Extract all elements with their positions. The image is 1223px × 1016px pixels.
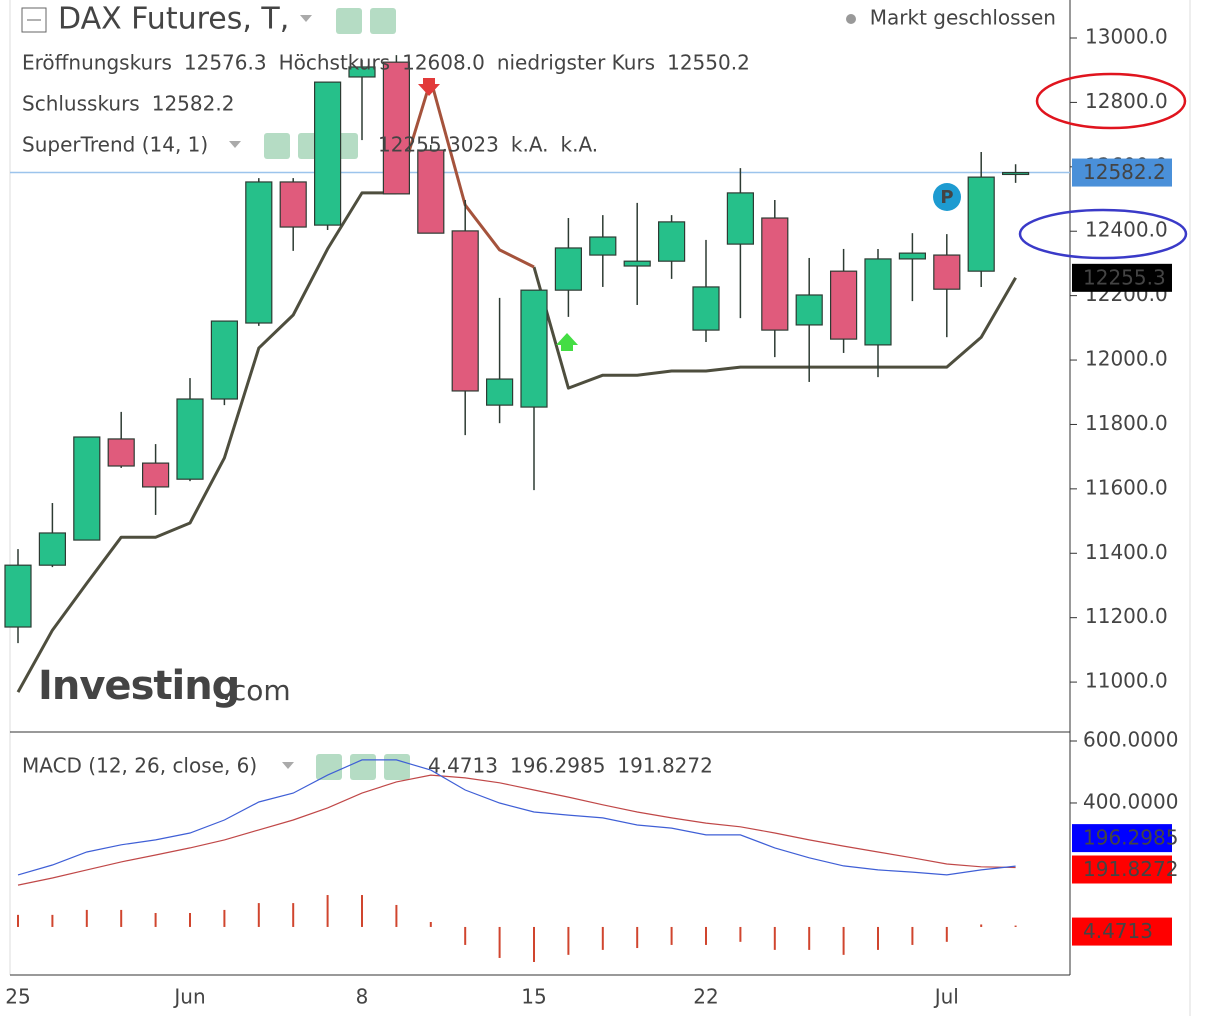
candle-body [245, 181, 273, 324]
x-tick-label: Jun [172, 985, 205, 1009]
supertrend-line [16, 191, 1017, 693]
settings-button[interactable] [350, 754, 376, 780]
price-tag-label: 191.8272 [1083, 857, 1178, 881]
x-tick-label: 22 [693, 985, 718, 1009]
info-label: Schlusskurs [22, 92, 140, 116]
candle-body [73, 436, 101, 541]
dropdown[interactable] [300, 15, 312, 22]
price-tag [1072, 158, 1172, 187]
x-tick-label: 8 [356, 985, 369, 1009]
y-tick-label: 11000.0 [1085, 669, 1168, 693]
indicator-value: 12255.3023 [378, 133, 499, 157]
info-value: 12550.2 [667, 51, 750, 75]
highlight-ellipse [1018, 208, 1188, 260]
dropdown[interactable] [229, 141, 241, 148]
dropdown[interactable] [282, 762, 294, 769]
y-tick-label: 12800.0 [1085, 89, 1168, 113]
info-value: 12608.0 [402, 51, 485, 75]
candle-body [210, 320, 238, 400]
info-label: Höchstkurs [279, 51, 391, 75]
candle-body [142, 462, 170, 488]
eye-button[interactable] [264, 133, 290, 159]
watermark: Investing [38, 663, 239, 709]
price-tag [1072, 917, 1172, 946]
y-tick-label: 11600.0 [1085, 475, 1168, 499]
signal-value: 191.8272 [617, 754, 712, 778]
x-tick-label: 25 [5, 985, 30, 1009]
x-tick-label: 15 [521, 985, 546, 1009]
y-tick-label: 400.0000 [1083, 789, 1178, 813]
candle-body [692, 286, 720, 331]
candle-body [486, 378, 514, 406]
candle-body [933, 254, 961, 290]
candle-body [623, 260, 651, 267]
settings-button[interactable] [370, 8, 396, 34]
eye-button[interactable] [336, 8, 362, 34]
y-tick-label: 11200.0 [1085, 604, 1168, 628]
y-tick-label: 11400.0 [1085, 540, 1168, 564]
candle-body [520, 289, 548, 408]
y-tick-label: 600.0000 [1083, 727, 1178, 751]
x-tick-label: Jul [933, 985, 959, 1009]
price-tag-label: 12582.2 [1083, 160, 1166, 184]
price-tag [1072, 824, 1172, 853]
indicator-title: SuperTrend (14, 1) [22, 133, 208, 157]
y-tick-label: 11800.0 [1085, 411, 1168, 435]
candle-body [417, 149, 445, 234]
histogram-value: 4.4713 [428, 754, 498, 778]
candle-body [314, 81, 342, 226]
price-tag-label: 12255.3 [1083, 265, 1166, 289]
candle-body [279, 181, 307, 228]
indicator-value: k.A. [561, 133, 599, 157]
candle-body [554, 247, 583, 291]
macd-value: 196.2985 [510, 754, 605, 778]
candle-body [761, 217, 789, 331]
candle-body [38, 532, 67, 566]
y-tick-label: 13000.0 [1085, 25, 1168, 49]
y-tick-label: 12000.0 [1085, 347, 1168, 371]
collapse-button[interactable] [21, 7, 47, 33]
candle-body [898, 252, 927, 260]
candle-body [864, 258, 892, 346]
watermark-suffix: .com [222, 674, 291, 707]
candle-body [795, 294, 823, 326]
price-tag-label: 4.4713 [1083, 919, 1153, 943]
y-tick-label: 12400.0 [1085, 218, 1168, 242]
info-value: 12576.3 [184, 51, 267, 75]
status-dot [846, 14, 856, 24]
buy-signal [556, 333, 578, 351]
candle-body [726, 192, 755, 245]
pivot-label: P [940, 187, 953, 208]
chart-title: DAX Futures, T, [58, 2, 289, 37]
info-label: Eröffnungskurs [22, 51, 172, 75]
indicator-value: k.A. [511, 133, 549, 157]
candle-body [382, 61, 410, 195]
candle-body [829, 270, 858, 340]
candle-body [176, 398, 204, 480]
info-value: 12582.2 [152, 92, 235, 116]
info-label: niedrigster Kurs [497, 51, 655, 75]
status: Markt geschlossen [870, 6, 1056, 30]
macd-line [17, 759, 1016, 876]
highlight-ellipse [1035, 72, 1187, 130]
sell-signal [418, 78, 440, 96]
candle-body [348, 66, 376, 78]
candle-body [589, 236, 617, 256]
candle-body [451, 230, 479, 392]
indicator-title: MACD (12, 26, close, 6) [22, 754, 257, 778]
eye-button[interactable] [316, 754, 342, 780]
candle-body [1001, 171, 1030, 176]
signal-line [17, 774, 1016, 886]
price-tag [1072, 855, 1172, 884]
candle-body [967, 176, 995, 272]
price-tag-label: 196.2985 [1083, 826, 1178, 850]
price-tag [1072, 263, 1172, 292]
pivot-marker [933, 183, 961, 211]
candle-body [657, 221, 686, 262]
remove-button[interactable] [384, 754, 410, 780]
candle-body [107, 438, 135, 467]
candle-body [4, 564, 32, 628]
